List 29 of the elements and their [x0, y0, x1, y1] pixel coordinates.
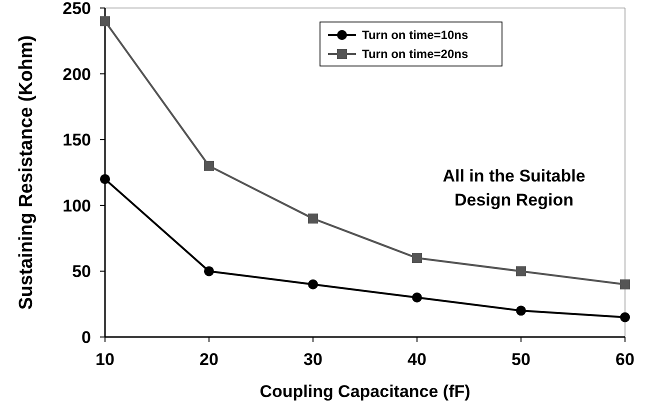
legend-label: Turn on time=20ns — [362, 47, 468, 62]
point — [308, 214, 318, 224]
x-tick-label: 20 — [200, 350, 218, 369]
point — [412, 292, 422, 303]
y-tick-label: 0 — [82, 328, 91, 347]
x-tick-label: 50 — [512, 350, 530, 369]
legend-label: Turn on time=10ns — [362, 28, 468, 42]
y-axis-title: Sustaining Resistance (Kohm) — [16, 35, 37, 310]
x-tick-label: 40 — [408, 350, 426, 369]
point — [620, 312, 630, 322]
x-axis-title: Coupling Capacitance (fF) — [260, 382, 470, 401]
y-tick-label: 200 — [62, 64, 91, 84]
point — [100, 174, 110, 184]
x-tick-label: 30 — [304, 350, 322, 369]
point — [204, 266, 214, 276]
point — [516, 306, 526, 316]
point — [204, 160, 214, 171]
y-tick-label: 50 — [72, 262, 91, 282]
point — [308, 279, 318, 290]
annotation: All in the Suitable Design Region — [442, 166, 586, 210]
x-tick-label: 60 — [616, 350, 634, 369]
y-tick-label: 150 — [62, 130, 91, 150]
point — [620, 279, 630, 290]
y-tick-label: 100 — [62, 196, 91, 216]
y-tick-label: 250 — [62, 0, 91, 18]
point — [412, 253, 422, 264]
point — [100, 16, 110, 26]
point — [516, 266, 526, 276]
x-tick-label: 10 — [96, 350, 114, 369]
